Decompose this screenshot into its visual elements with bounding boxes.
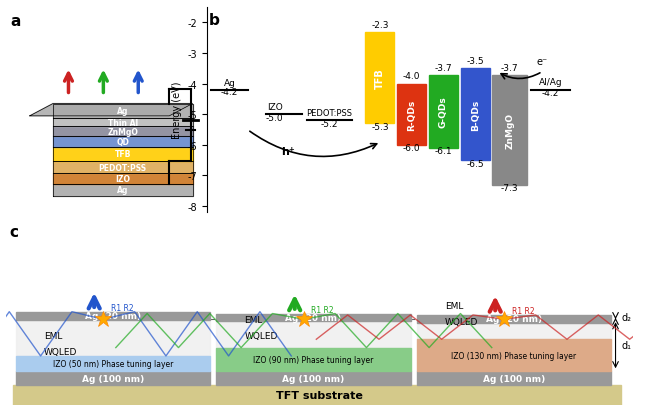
Text: -3.7: -3.7: [435, 64, 452, 73]
Bar: [417, 323, 611, 339]
Text: B-QDs: B-QDs: [471, 99, 480, 130]
Text: R1 R2: R1 R2: [311, 305, 334, 314]
Text: Ag: Ag: [117, 186, 129, 195]
Text: Ag (20 nm): Ag (20 nm): [85, 311, 141, 320]
Text: R1 R2: R1 R2: [512, 306, 534, 315]
Bar: [366, 33, 395, 124]
Text: TFB: TFB: [375, 68, 385, 89]
Polygon shape: [53, 147, 193, 162]
Text: R1 R2: R1 R2: [110, 303, 133, 312]
Polygon shape: [53, 127, 193, 137]
Text: e⁻: e⁻: [537, 57, 548, 67]
Bar: [16, 320, 210, 356]
Text: d₁: d₁: [622, 340, 632, 351]
Bar: [417, 371, 611, 385]
Text: -5.0: -5.0: [266, 114, 284, 123]
Text: ZnMgO: ZnMgO: [107, 128, 138, 136]
Text: b: b: [209, 13, 220, 28]
Text: EML: EML: [44, 331, 63, 340]
Text: Ag (20 nm): Ag (20 nm): [486, 315, 542, 324]
Text: IZO: IZO: [267, 103, 283, 112]
Text: Ag (100 nm): Ag (100 nm): [82, 374, 144, 383]
Text: IZO (130 nm) Phase tuning layer: IZO (130 nm) Phase tuning layer: [452, 351, 577, 360]
Bar: [492, 75, 527, 185]
Polygon shape: [53, 119, 193, 127]
Bar: [216, 371, 411, 385]
Text: WQLED: WQLED: [245, 331, 278, 340]
Text: WQLED: WQLED: [44, 347, 78, 356]
Text: -7.3: -7.3: [501, 184, 519, 193]
Text: d₂: d₂: [622, 312, 632, 322]
Text: -3.7: -3.7: [501, 64, 519, 73]
Text: IZO: IZO: [115, 175, 130, 183]
Text: -5.2: -5.2: [320, 119, 338, 128]
Polygon shape: [30, 104, 193, 117]
Text: Ag (100 nm): Ag (100 nm): [483, 374, 545, 383]
Text: Thin Al: Thin Al: [108, 118, 138, 127]
Bar: [16, 312, 210, 320]
Text: Ag (20 nm): Ag (20 nm): [286, 313, 342, 322]
Text: -6.0: -6.0: [403, 144, 421, 153]
Bar: [16, 371, 210, 385]
Y-axis label: Energy (eV): Energy (eV): [172, 82, 182, 139]
Text: QD: QD: [116, 138, 129, 146]
Text: TFB: TFB: [114, 150, 131, 159]
Bar: [397, 85, 426, 146]
Text: G-QDs: G-QDs: [439, 96, 448, 128]
Text: -2.3: -2.3: [371, 21, 389, 30]
Text: -3.5: -3.5: [466, 57, 484, 66]
Bar: [429, 75, 458, 148]
Bar: [417, 339, 611, 371]
Polygon shape: [53, 137, 193, 147]
Bar: [461, 69, 490, 161]
Text: -5.3: -5.3: [371, 123, 389, 132]
Text: -4.2: -4.2: [542, 89, 559, 98]
Polygon shape: [53, 162, 193, 174]
Text: -6.5: -6.5: [466, 159, 484, 168]
Text: PEDOT:PSS: PEDOT:PSS: [306, 109, 352, 118]
Text: IZO (50 nm) Phase tuning layer: IZO (50 nm) Phase tuning layer: [53, 359, 173, 368]
Text: Al/Ag: Al/Ag: [539, 78, 562, 87]
Text: PEDOT:PSS: PEDOT:PSS: [99, 163, 147, 172]
Bar: [216, 348, 411, 371]
Text: EML: EML: [245, 315, 263, 324]
Text: -4.2: -4.2: [221, 88, 238, 97]
Text: WQLED: WQLED: [445, 318, 479, 327]
Polygon shape: [53, 184, 193, 196]
Text: -4.0: -4.0: [403, 72, 421, 81]
Polygon shape: [53, 104, 193, 119]
Text: a: a: [10, 14, 21, 29]
Text: Ag (100 nm): Ag (100 nm): [282, 374, 344, 383]
Bar: [216, 314, 411, 322]
Text: c: c: [10, 224, 19, 239]
Text: TFT substrate: TFT substrate: [276, 390, 363, 400]
Bar: [417, 315, 611, 323]
Text: R-QDs: R-QDs: [407, 99, 416, 130]
Bar: [216, 322, 411, 348]
Text: h⁺: h⁺: [282, 147, 295, 157]
Text: ZnMgO: ZnMgO: [505, 112, 514, 148]
Polygon shape: [53, 174, 193, 184]
Text: -6.1: -6.1: [435, 147, 452, 156]
Text: EML: EML: [445, 301, 463, 310]
Text: IZO (90 nm) Phase tuning layer: IZO (90 nm) Phase tuning layer: [253, 355, 373, 364]
FancyBboxPatch shape: [13, 385, 621, 405]
Text: Ag: Ag: [117, 107, 129, 116]
Bar: [16, 356, 210, 371]
Text: Ag: Ag: [224, 79, 235, 88]
